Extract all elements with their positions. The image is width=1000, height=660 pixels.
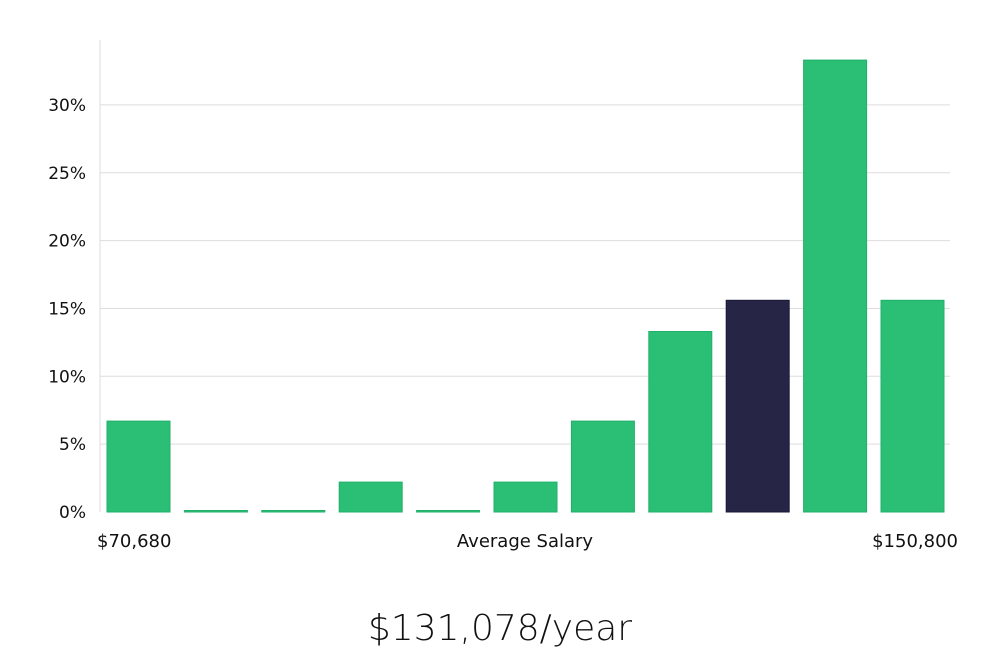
bar [183,510,248,513]
y-tick-label: 30% [48,96,86,116]
bar [338,481,403,513]
y-tick-labels: 0% 5% 10% 15% 20% 25% 30% [48,96,86,523]
bars [106,59,945,513]
bar [261,510,326,513]
y-tick-label: 0% [59,503,86,523]
bar [880,299,945,513]
x-min-label: $70,680 [97,531,171,552]
y-tick-label: 25% [48,164,86,184]
bar [416,510,481,513]
average-salary-value: $131,078/year [367,608,633,649]
bar [493,481,558,513]
y-tick-label: 15% [48,299,86,319]
y-tick-label: 5% [59,435,86,455]
bar [106,420,171,513]
y-tick-label: 20% [48,232,86,252]
x-max-label: $150,800 [872,531,958,552]
bar [803,59,868,513]
bar [570,420,635,513]
bar-highlighted [725,299,790,513]
bar [648,331,713,513]
x-axis-title: Average Salary [457,531,594,552]
y-tick-label: 10% [48,367,86,387]
